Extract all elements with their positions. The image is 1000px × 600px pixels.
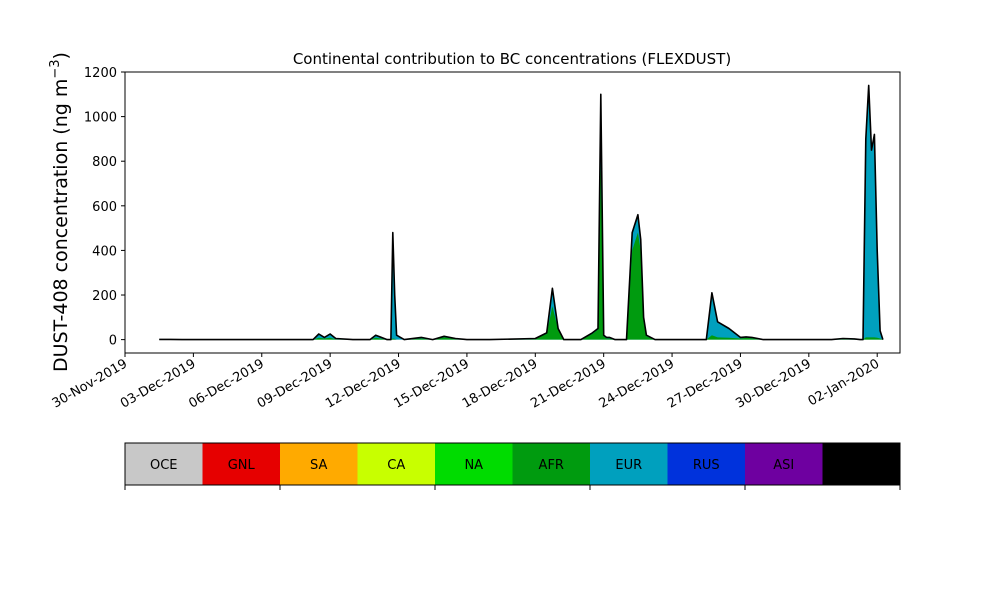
x-tick-label: 27-Dec-2019 xyxy=(665,356,745,411)
x-tick-label: 21-Dec-2019 xyxy=(528,356,608,411)
legend-swatch-asi xyxy=(745,443,823,485)
legend-label-asi: ASI xyxy=(773,458,794,473)
y-axis: 0 200 400 600 800 1000 1200 xyxy=(84,66,125,349)
legend-label-oce: OCE xyxy=(150,458,178,473)
plot-frame xyxy=(124,71,901,354)
legend-label-eur: EUR xyxy=(615,458,642,473)
legend-label-sa: SA xyxy=(310,458,327,473)
legend-label-gnl: GNL xyxy=(228,458,256,473)
legend-swatch-gnl xyxy=(202,443,281,485)
x-tick-label: 15-Dec-2019 xyxy=(392,356,472,411)
legend-swatch-ca xyxy=(357,443,436,485)
x-tick-label: 03-Dec-2019 xyxy=(118,356,198,411)
x-tick-label: 30-Dec-2019 xyxy=(733,356,813,411)
x-axis: 30-Nov-201903-Dec-201906-Dec-201909-Dec-… xyxy=(50,353,882,412)
eur-area xyxy=(159,85,883,340)
chart-title: Continental contribution to BC concentra… xyxy=(293,50,731,68)
y-tick-label: 200 xyxy=(92,289,117,304)
legend-label-rus: RUS xyxy=(693,458,720,473)
y-tick-label: 400 xyxy=(92,244,117,259)
legend-label-na: NA xyxy=(464,458,483,473)
legend-swatch-eur xyxy=(590,443,668,485)
region-colorbar: OCE GNL SA CA NA AFR EUR RUS ASI AUS xyxy=(124,442,901,490)
y-tick-label: 800 xyxy=(92,155,117,170)
legend-label-afr: AFR xyxy=(539,458,564,473)
x-tick-label: 24-Dec-2019 xyxy=(597,356,677,411)
x-tick-label: 06-Dec-2019 xyxy=(186,356,266,411)
x-tick-label: 09-Dec-2019 xyxy=(255,356,335,411)
legend-swatch-afr xyxy=(512,443,591,485)
y-axis-label-exponent: −3 xyxy=(48,59,63,78)
x-tick-label: 02-Jan-2020 xyxy=(806,356,883,409)
y-tick-label: 600 xyxy=(92,200,117,215)
x-tick-label: 12-Dec-2019 xyxy=(323,356,403,411)
afr-area xyxy=(159,161,883,340)
legend-swatch-rus xyxy=(667,443,746,485)
legend-swatch-na xyxy=(435,443,513,485)
y-axis-label-close: ) xyxy=(50,52,72,59)
total-line xyxy=(159,84,884,341)
legend-swatch-oce xyxy=(125,443,203,485)
plot-area xyxy=(124,71,901,354)
y-axis-label: DUST-408 concentration (ng m−3) xyxy=(48,52,72,372)
legend-swatch-sa xyxy=(280,443,358,485)
y-tick-label: 1000 xyxy=(84,111,117,126)
y-tick-label: 1200 xyxy=(84,66,117,81)
x-tick-label: 18-Dec-2019 xyxy=(460,356,540,411)
legend-label-aus: AUS xyxy=(848,458,875,473)
legend-swatch-aus xyxy=(822,443,901,485)
legend-label-ca: CA xyxy=(387,458,405,473)
legend-frame xyxy=(124,442,901,486)
y-axis-label-main: DUST-408 concentration (ng m xyxy=(50,79,72,372)
y-tick-label: 0 xyxy=(109,334,117,349)
